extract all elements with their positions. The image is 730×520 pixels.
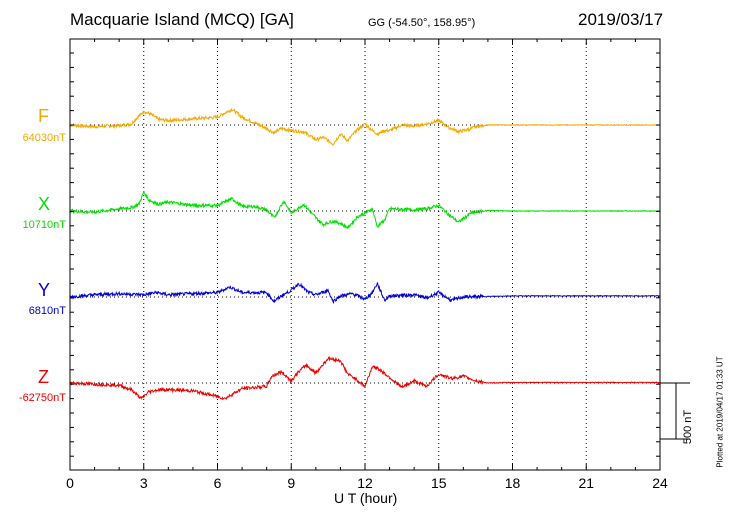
series-line-y	[69, 281, 661, 304]
plot-date: 2019/03/17	[578, 10, 664, 29]
x-tick-label-24: 24	[652, 475, 668, 491]
series-line-z	[69, 356, 661, 401]
series-baseline-x: 10710nT	[22, 219, 66, 231]
series-label-z: Z	[38, 367, 49, 387]
series-lines	[69, 107, 661, 401]
plotted-timestamp: Plotted at 2019/04/17 01:33 UT	[715, 356, 725, 468]
x-tick-label-3: 3	[140, 475, 148, 491]
x-tick-label-0: 0	[66, 475, 74, 491]
station-coordinates: GG (-54.50°, 158.95°)	[368, 17, 476, 29]
series-line-x	[69, 190, 661, 229]
series-baseline-z: -62750nT	[18, 392, 66, 404]
x-tick-label-9: 9	[287, 475, 295, 491]
x-tick-label-21: 21	[578, 475, 594, 491]
series-label-y: Y	[38, 280, 51, 300]
grid-lines	[70, 39, 660, 470]
x-tick-label-15: 15	[431, 475, 447, 491]
x-tick-label-6: 6	[214, 475, 222, 491]
x-tick-label-12: 12	[357, 475, 373, 491]
series-baseline-y: 6810nT	[28, 305, 66, 317]
series-label-x: X	[38, 194, 51, 214]
x-tick-label-18: 18	[505, 475, 521, 491]
series-line-f	[69, 107, 660, 146]
series-baseline-f: 64030nT	[22, 132, 66, 144]
scale-bar-label: 500 nT	[682, 409, 694, 445]
x-axis-title: U T (hour)	[334, 490, 398, 506]
scale-bar	[660, 382, 690, 440]
axis-ticks: 0 3 6 9 12 15 18 21 24	[66, 39, 668, 491]
series-label-f: F	[38, 106, 49, 126]
station-title: Macquarie Island (MCQ) [GA]	[70, 10, 294, 29]
